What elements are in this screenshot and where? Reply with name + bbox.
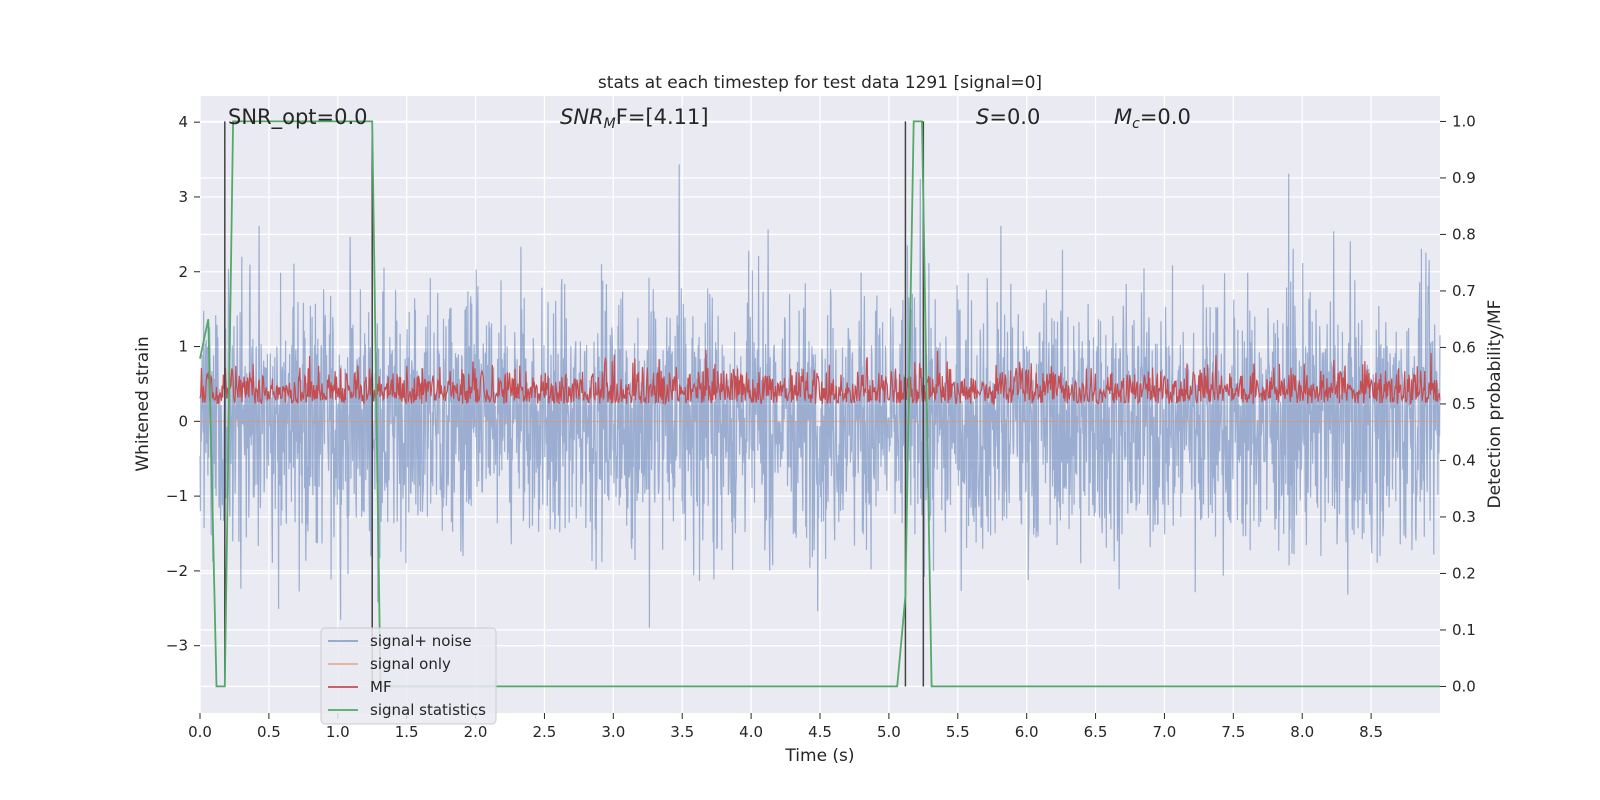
y-tick-label-left: −2: [166, 562, 188, 580]
y-tick-label-left: 1: [178, 338, 188, 356]
y-tick-label-right: 0.6: [1452, 338, 1476, 356]
x-tick-label: 5.5: [946, 723, 970, 741]
y-tick-label-right: 0.5: [1452, 395, 1476, 413]
y-tick-label-left: −1: [166, 487, 188, 505]
annotation-snr-mf-subscript: M: [604, 116, 616, 132]
chart-title: stats at each timestep for test data 129…: [598, 73, 1042, 93]
legend-label: signal+ noise: [370, 632, 472, 650]
y-tick-label-left: 4: [178, 113, 188, 131]
y-tick-label-right: 0.8: [1452, 225, 1476, 243]
x-tick-label: 3.0: [601, 723, 625, 741]
y-tick-label-left: 0: [178, 412, 188, 430]
legend: signal+ noise signal only MF signal statist…: [320, 627, 497, 725]
x-tick-label: 2.5: [533, 723, 557, 741]
y-tick-label-right: 0.0: [1452, 677, 1476, 695]
series-mf-line: [199, 349, 1441, 406]
x-tick-label: 6.0: [1015, 723, 1039, 741]
annotation-s-value: =0.0: [989, 105, 1040, 129]
y-tick-label-right: 0.2: [1452, 564, 1476, 582]
y-tick-label-right: 0.1: [1452, 621, 1476, 639]
annotation-mc-symbol: M: [1114, 105, 1132, 129]
annotation-snr-mf: SNRMF=[4.11]: [560, 105, 709, 132]
x-tick-label: 1.0: [326, 723, 350, 741]
annotation-snr-mf-symbol: SNR: [560, 105, 604, 129]
x-tick-label: 8.0: [1290, 723, 1314, 741]
x-tick-label: 4.0: [739, 723, 763, 741]
annotation-snr-opt: SNR_opt=0.0: [228, 105, 368, 130]
annotation-s-symbol: S: [976, 105, 989, 129]
axes: 0.0 0.5 1.0 1.5 2.0 2.5 3.0 3.5 4.0 4.5 5.0 5.5 6.0 6…: [166, 112, 1476, 741]
y-tick-label-right: 0.4: [1452, 451, 1476, 469]
y-tick-label-left: −3: [166, 637, 188, 655]
annotation-mc-value: =0.0: [1140, 105, 1191, 129]
y-tick-label-right: 0.9: [1452, 169, 1476, 187]
annotation-s: S=0.0: [976, 105, 1040, 129]
x-tick-label: 1.5: [395, 723, 419, 741]
x-tick-label: 8.5: [1359, 723, 1383, 741]
annotation-mc: Mc=0.0: [1114, 105, 1191, 132]
legend-label: signal statistics: [370, 701, 486, 719]
annotation-mc-subscript: c: [1132, 116, 1140, 132]
legend-box: [320, 627, 497, 725]
x-tick-label: 4.5: [808, 723, 832, 741]
x-tick-label: 0.5: [257, 723, 281, 741]
legend-label: signal only: [370, 655, 451, 673]
x-tick-label: 5.0: [877, 723, 901, 741]
y-tick-label-right: 1.0: [1452, 112, 1476, 130]
y-tick-label-left: 2: [178, 263, 188, 281]
x-tick-label: 0.0: [188, 723, 212, 741]
x-axis-label: Time (s): [784, 746, 854, 766]
x-tick-label: 2.0: [464, 723, 488, 741]
legend-items: signal+ noise signal only MF signal statist…: [328, 632, 486, 719]
y-axis-label-left: Whitened strain: [133, 336, 153, 471]
x-tick-label: 7.5: [1221, 723, 1245, 741]
y-tick-label-left: 3: [178, 188, 188, 206]
x-tick-label: 3.5: [670, 723, 694, 741]
x-tick-label: 6.5: [1084, 723, 1108, 741]
legend-label: MF: [370, 678, 392, 696]
y-axis-label-right: Detection probability/MF: [1485, 300, 1505, 509]
x-tick-label: 7.0: [1153, 723, 1177, 741]
y-tick-label-right: 0.7: [1452, 282, 1476, 300]
y-tick-label-right: 0.3: [1452, 508, 1476, 526]
annotation-snr-mf-value: F=[4.11]: [616, 105, 709, 129]
